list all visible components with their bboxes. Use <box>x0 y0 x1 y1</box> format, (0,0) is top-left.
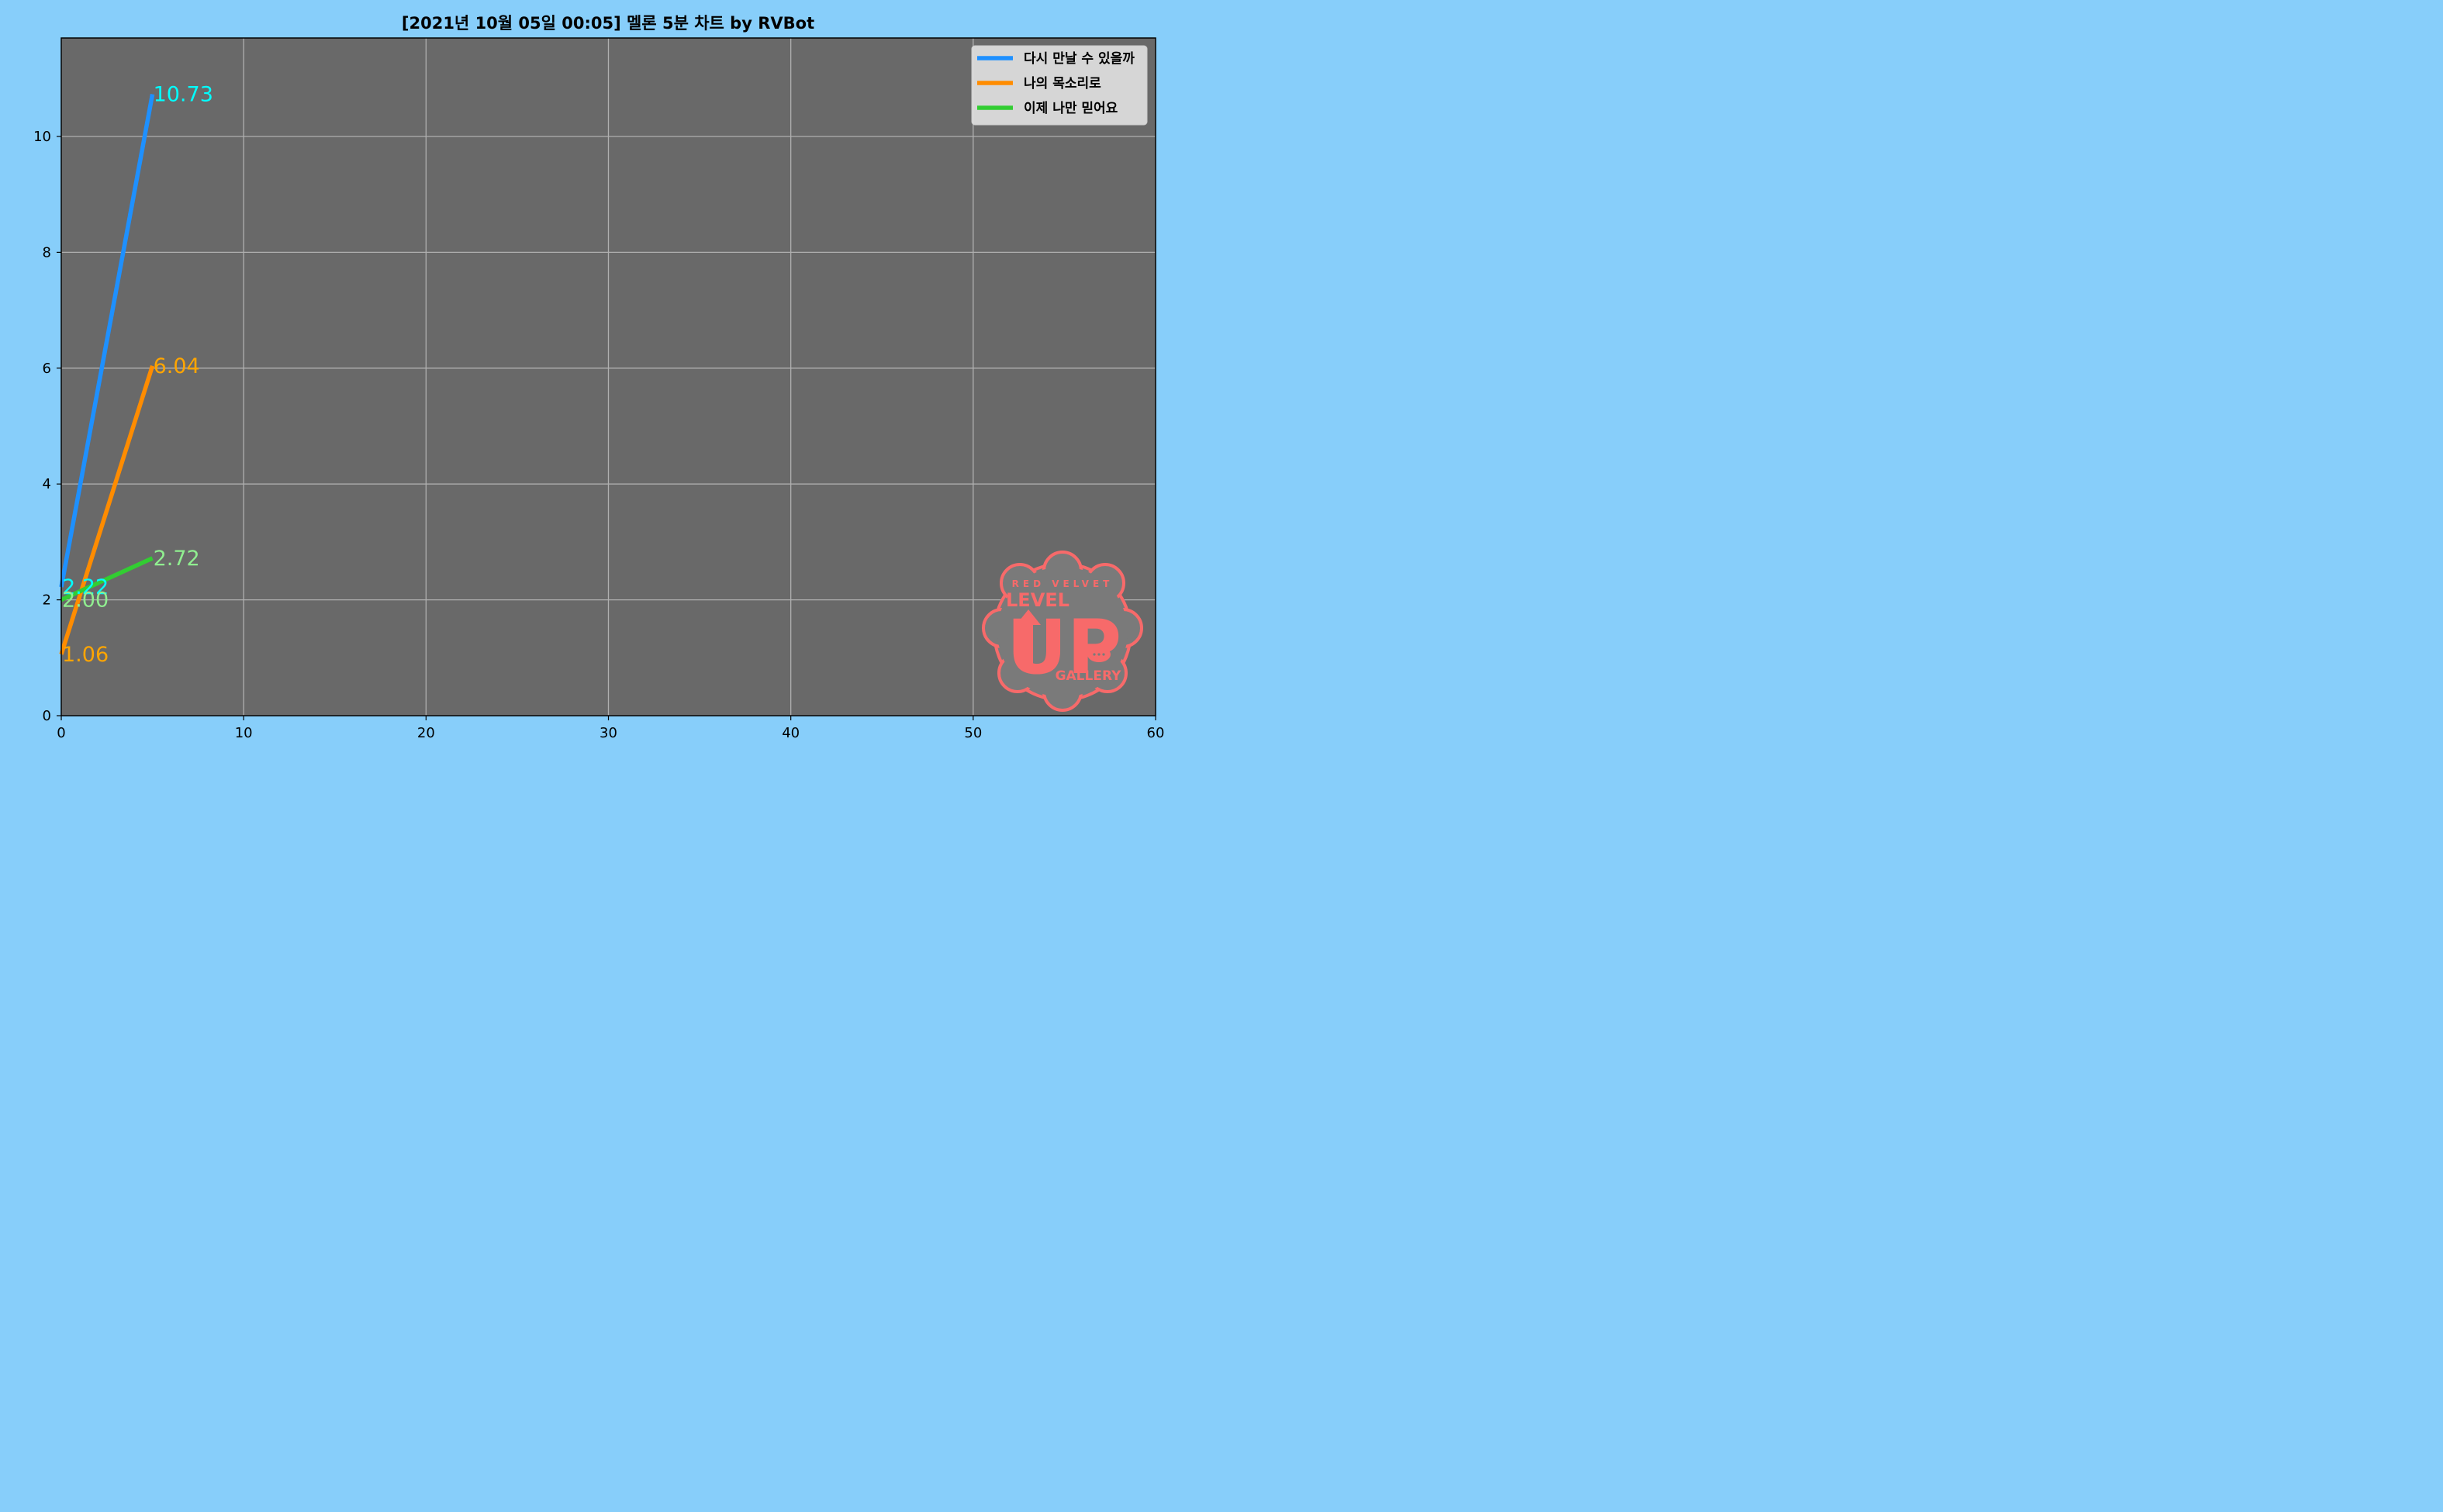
up-arrow-icon <box>1016 609 1041 667</box>
x-tick-label: 0 <box>57 725 65 741</box>
chart-title: [2021년 10월 05일 00:05] 멜론 5분 차트 by RVBot <box>402 14 814 33</box>
data-labels: 2.22 10.73 1.06 6.04 2.00 2.72 <box>62 82 213 666</box>
data-label: 1.06 <box>62 643 109 667</box>
y-axis-ticks: 0 2 4 6 8 10 <box>33 129 61 724</box>
legend-box <box>971 45 1148 126</box>
legend-label: 다시 만날 수 있을까 <box>1024 51 1135 67</box>
data-label: 10.73 <box>154 82 213 106</box>
y-tick-label: 4 <box>43 476 51 492</box>
data-label: 6.04 <box>154 354 200 378</box>
data-label: 2.72 <box>154 547 200 571</box>
watermark-gallery-text: GALLERY <box>1056 668 1122 684</box>
data-label: 2.22 <box>62 575 109 599</box>
chart-canvas: [2021년 10월 05일 00:05] 멜론 5분 차트 by RVBot … <box>33 14 1164 741</box>
data-label: 2.00 <box>62 589 109 613</box>
watermark-level-text: LEVEL <box>1006 589 1069 611</box>
x-tick-label: 40 <box>782 725 800 741</box>
legend-label: 나의 목소리로 <box>1024 76 1101 91</box>
x-tick-label: 50 <box>964 725 982 741</box>
x-tick-label: 30 <box>600 725 617 741</box>
x-tick-label: 60 <box>1147 725 1165 741</box>
series-lines <box>59 93 155 655</box>
y-tick-label: 8 <box>43 244 51 261</box>
y-tick-label: 10 <box>33 129 51 145</box>
y-tick-label: 0 <box>43 708 51 724</box>
y-tick-label: 2 <box>43 592 51 609</box>
watermark-brand-text: RED VELVET <box>1012 578 1114 589</box>
level-up-gallery-logo: RED VELVET LEVEL UP GALLERY <box>982 551 1143 712</box>
cloud-shape-icon <box>982 551 1143 712</box>
speech-bubble-icon <box>1087 647 1111 662</box>
series-line-0 <box>59 93 155 588</box>
legend-label: 이제 나만 믿어요 <box>1024 101 1118 116</box>
y-tick-label: 6 <box>43 361 51 377</box>
series-line-1 <box>59 364 155 655</box>
series-line-2 <box>60 556 154 602</box>
x-tick-label: 20 <box>417 725 435 741</box>
x-tick-label: 10 <box>235 725 253 741</box>
x-axis-ticks: 0 10 20 30 40 50 60 <box>57 716 1164 741</box>
